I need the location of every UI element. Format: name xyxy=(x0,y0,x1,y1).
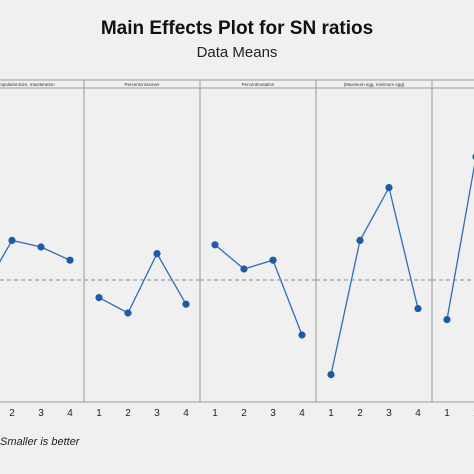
level-tick-label: 2 xyxy=(9,408,15,419)
footnote: Smaller is better xyxy=(0,436,80,448)
level-tick-label: 3 xyxy=(38,408,44,419)
level-tick-label: 4 xyxy=(67,408,73,419)
panel-1: PopulationSize, maxIteration1234 xyxy=(0,82,84,419)
data-point xyxy=(37,243,45,251)
data-point xyxy=(124,309,132,317)
level-tick-label: 4 xyxy=(299,408,305,419)
level-tick-label: 3 xyxy=(270,408,276,419)
level-tick-label: 2 xyxy=(241,408,247,419)
series-line xyxy=(98,252,187,314)
data-point xyxy=(298,331,306,339)
data-point xyxy=(269,256,277,264)
level-tick-label: 1 xyxy=(444,408,450,419)
data-point xyxy=(8,236,16,244)
panel-label: Percentcrossover xyxy=(124,82,160,87)
data-point xyxy=(153,250,161,258)
data-point xyxy=(443,316,451,324)
level-tick-label: 3 xyxy=(154,408,160,419)
level-tick-label: 2 xyxy=(125,408,131,419)
level-tick-label: 3 xyxy=(386,408,392,419)
level-tick-label: 4 xyxy=(415,408,421,419)
data-point xyxy=(385,184,393,192)
series-line xyxy=(214,244,303,336)
data-point xyxy=(211,241,219,249)
panel-label: (Maximum egg, minimum egg) xyxy=(344,82,405,87)
plot-frame xyxy=(0,79,474,403)
level-tick-label: 1 xyxy=(212,408,218,419)
chart-subtitle: Data Means xyxy=(196,44,278,61)
level-tick-label: 1 xyxy=(96,408,102,419)
data-point xyxy=(95,294,103,302)
panel-label: Percentmutation xyxy=(242,82,275,87)
data-point xyxy=(356,236,364,244)
level-tick-label: 4 xyxy=(183,408,189,419)
series-line xyxy=(446,164,474,320)
level-tick-label: 2 xyxy=(357,408,363,419)
panel-4: (Maximum egg, minimum egg) 1 2 3 4 xyxy=(315,80,432,419)
chart-title: Main Effects Plot for SN ratios xyxy=(100,18,374,39)
data-point xyxy=(182,300,190,308)
data-point xyxy=(240,265,248,273)
panel-3: Percentmutation 1 2 3 4 xyxy=(199,80,316,419)
series-line xyxy=(330,185,419,375)
data-point xyxy=(66,256,74,264)
data-point xyxy=(414,305,422,313)
panel-2: Percentcrossover 1 2 3 4 xyxy=(83,80,200,419)
series-line xyxy=(0,239,71,263)
panel-5: Coefficient12 xyxy=(431,80,474,419)
level-tick-label: 1 xyxy=(328,408,334,419)
data-point xyxy=(327,371,335,379)
plot-panels: PopulationSize, maxIteration1234Percentc… xyxy=(0,80,474,419)
panel-label: PopulationSize, maxIteration xyxy=(0,82,55,87)
